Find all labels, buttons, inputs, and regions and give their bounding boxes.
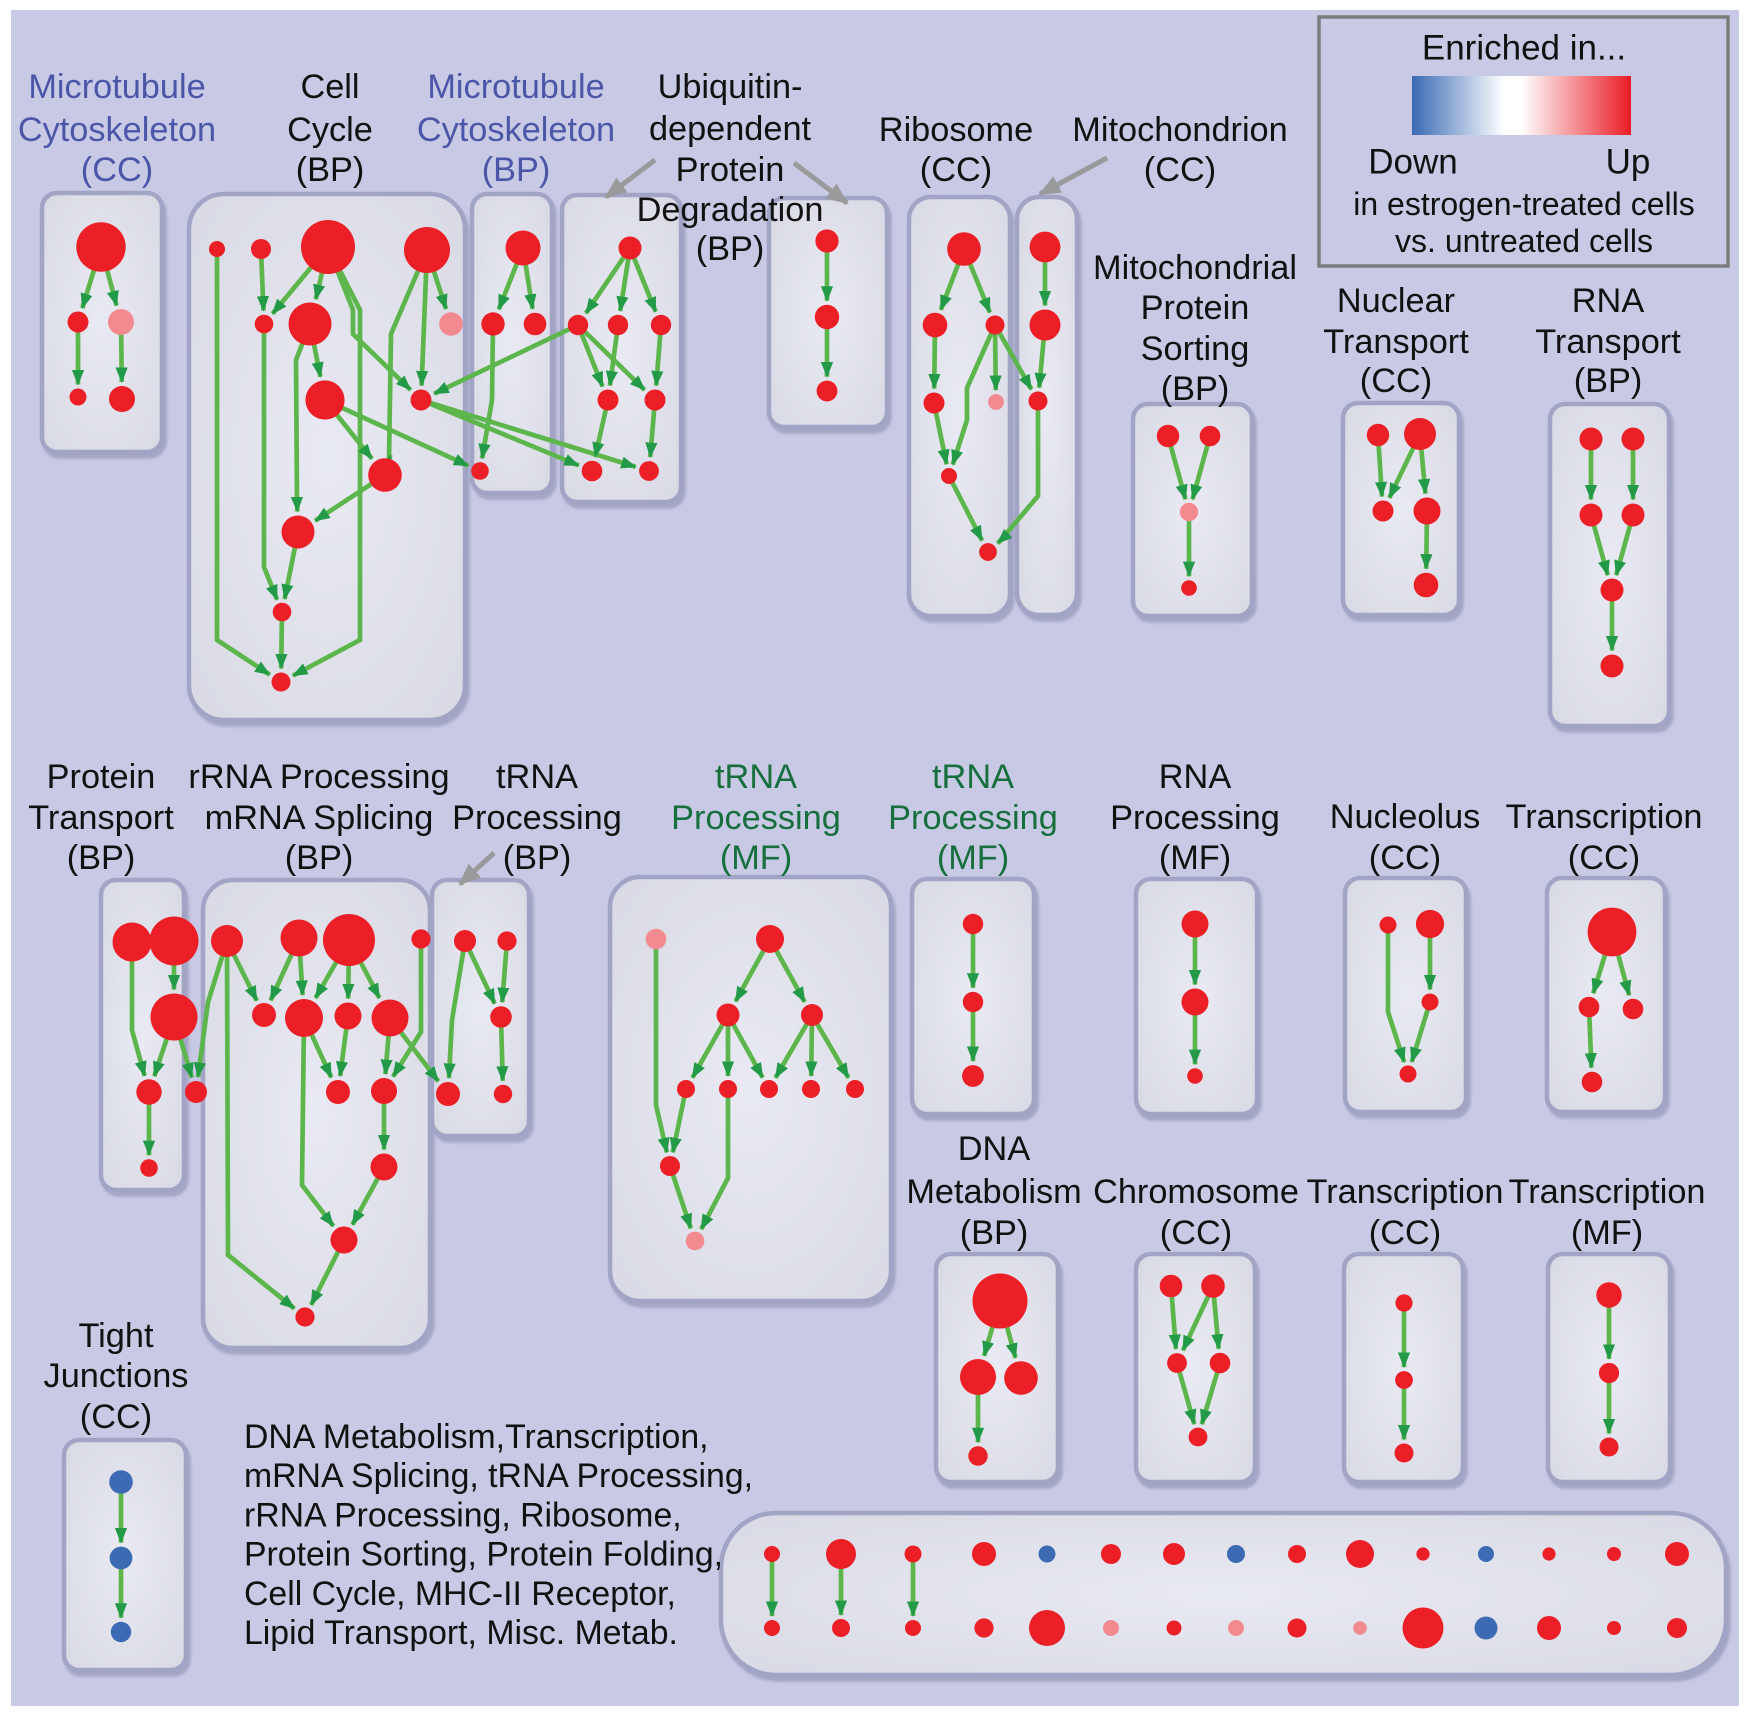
svg-text:(BP): (BP) [482, 151, 551, 189]
svg-text:Cytoskeleton: Cytoskeleton [18, 111, 216, 149]
svg-text:(CC): (CC) [80, 1398, 152, 1436]
svg-text:Processing: Processing [452, 799, 622, 837]
svg-text:Tight: Tight [79, 1317, 154, 1355]
svg-text:Processing: Processing [671, 799, 841, 837]
svg-text:Enriched in...: Enriched in... [1422, 28, 1626, 67]
svg-text:(BP): (BP) [285, 839, 354, 877]
svg-text:(CC): (CC) [1568, 839, 1640, 877]
svg-text:(BP): (BP) [960, 1214, 1029, 1252]
svg-text:Transport: Transport [1323, 323, 1469, 361]
svg-text:(CC): (CC) [1160, 1214, 1232, 1252]
svg-text:Junctions: Junctions [44, 1357, 189, 1395]
svg-text:(MF): (MF) [1159, 839, 1231, 877]
svg-text:RNA: RNA [1572, 282, 1645, 320]
svg-text:Mitochondrion: Mitochondrion [1072, 111, 1287, 149]
svg-text:Processing: Processing [888, 799, 1058, 837]
svg-text:Chromosome: Chromosome [1093, 1173, 1299, 1211]
svg-text:Cell Cycle, MHC-II Receptor,: Cell Cycle, MHC-II Receptor, [244, 1575, 676, 1613]
svg-text:Mitochondrial: Mitochondrial [1093, 249, 1297, 287]
svg-text:Nuclear: Nuclear [1337, 282, 1455, 320]
svg-text:(CC): (CC) [920, 151, 992, 189]
svg-text:Transport: Transport [1535, 323, 1681, 361]
svg-text:Transcription: Transcription [1506, 798, 1703, 836]
svg-text:Down: Down [1368, 142, 1457, 181]
svg-text:RNA: RNA [1159, 758, 1232, 796]
svg-text:(MF): (MF) [1571, 1214, 1643, 1252]
svg-text:(CC): (CC) [1360, 362, 1432, 400]
svg-text:(CC): (CC) [1369, 839, 1441, 877]
svg-text:Cycle: Cycle [287, 111, 373, 149]
svg-text:DNA: DNA [958, 1130, 1031, 1168]
svg-text:Ribosome: Ribosome [879, 111, 1033, 149]
svg-text:Protein: Protein [47, 758, 156, 796]
svg-text:dependent: dependent [649, 110, 812, 148]
svg-text:Cytoskeleton: Cytoskeleton [417, 111, 615, 149]
svg-text:(BP): (BP) [1574, 362, 1643, 400]
svg-text:DNA Metabolism,Transcription,: DNA Metabolism,Transcription, [244, 1418, 709, 1456]
svg-text:Protein Sorting, Protein Foldi: Protein Sorting, Protein Folding, [244, 1536, 723, 1574]
svg-text:Microtubule: Microtubule [28, 68, 205, 106]
svg-text:Nucleolus: Nucleolus [1330, 798, 1481, 836]
svg-text:(BP): (BP) [503, 839, 572, 877]
svg-text:tRNA: tRNA [496, 758, 578, 796]
svg-text:in estrogen-treated cells: in estrogen-treated cells [1353, 186, 1695, 222]
svg-text:(BP): (BP) [67, 839, 136, 877]
svg-text:Sorting: Sorting [1141, 330, 1250, 368]
svg-text:Cell: Cell [300, 68, 359, 106]
svg-text:(CC): (CC) [81, 151, 153, 189]
svg-text:Processing: Processing [1110, 799, 1280, 837]
svg-text:Transcription: Transcription [1509, 1173, 1706, 1211]
svg-text:rRNA Processing: rRNA Processing [188, 758, 449, 796]
svg-text:Protein: Protein [1141, 289, 1250, 327]
svg-text:(BP): (BP) [1161, 370, 1230, 408]
svg-text:Protein: Protein [676, 151, 785, 189]
svg-text:Ubiquitin-: Ubiquitin- [658, 68, 803, 106]
svg-text:tRNA: tRNA [932, 758, 1014, 796]
svg-text:vs. untreated cells: vs. untreated cells [1395, 223, 1653, 259]
svg-text:mRNA Splicing, tRNA Processing: mRNA Splicing, tRNA Processing, [244, 1457, 753, 1495]
svg-text:Metabolism: Metabolism [906, 1173, 1081, 1211]
svg-text:(MF): (MF) [720, 839, 792, 877]
svg-text:Transcription: Transcription [1307, 1173, 1504, 1211]
svg-text:Degradation: Degradation [637, 191, 824, 229]
svg-text:Lipid Transport, Misc. Metab.: Lipid Transport, Misc. Metab. [244, 1614, 678, 1652]
svg-text:mRNA Splicing: mRNA Splicing [205, 799, 434, 837]
svg-text:(BP): (BP) [296, 151, 365, 189]
svg-text:rRNA Processing, Ribosome,: rRNA Processing, Ribosome, [244, 1496, 682, 1534]
svg-text:tRNA: tRNA [715, 758, 797, 796]
svg-text:(MF): (MF) [937, 839, 1009, 877]
svg-text:Transport: Transport [28, 799, 174, 837]
svg-text:(BP): (BP) [696, 230, 765, 268]
svg-text:(CC): (CC) [1144, 151, 1216, 189]
svg-text:Up: Up [1606, 142, 1651, 181]
svg-text:(CC): (CC) [1369, 1214, 1441, 1252]
svg-text:Microtubule: Microtubule [427, 68, 604, 106]
